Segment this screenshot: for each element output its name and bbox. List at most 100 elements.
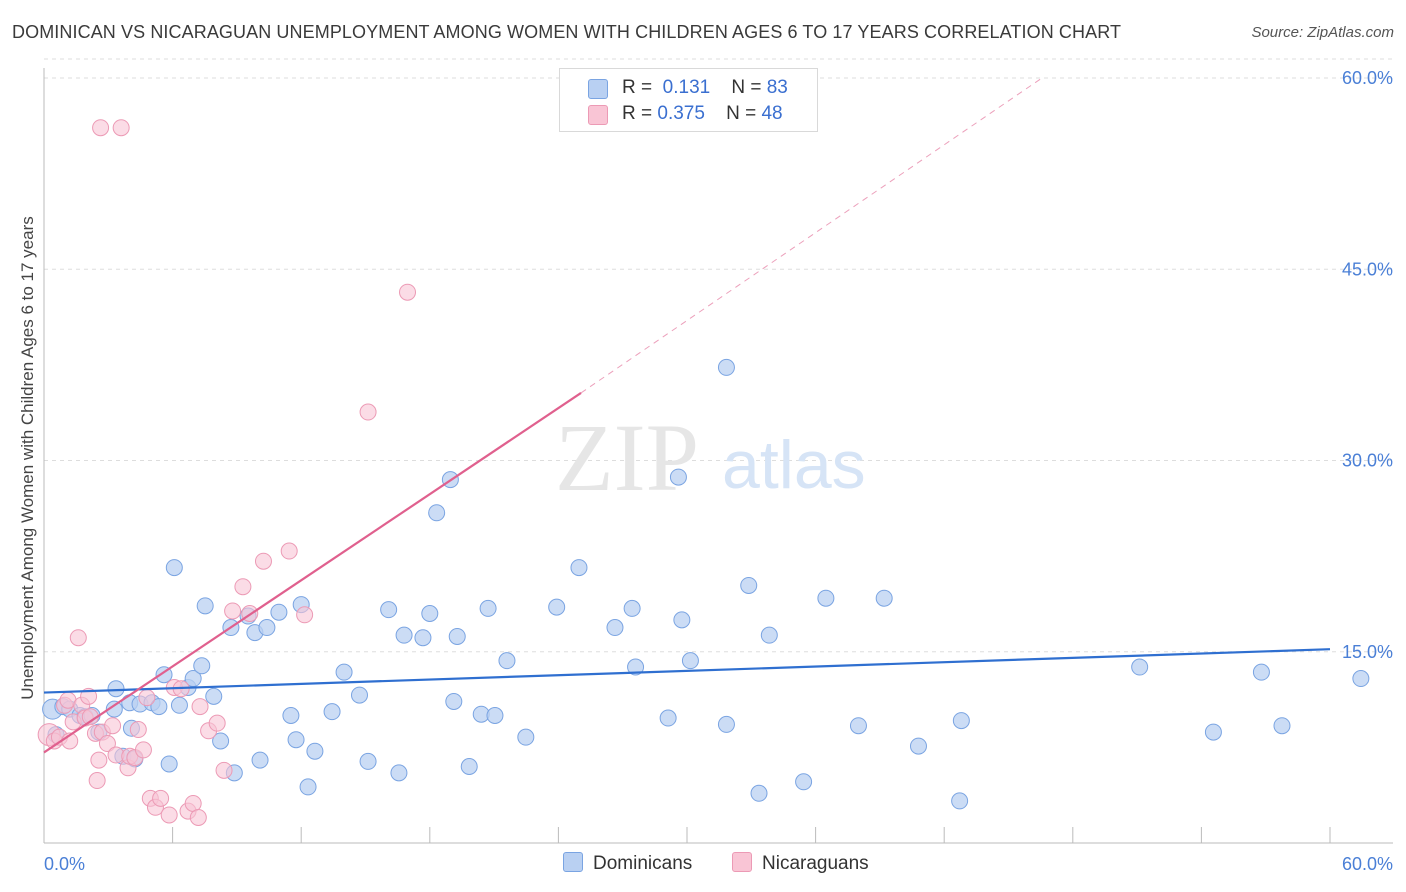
nicaraguans-point — [88, 772, 106, 790]
dominicans-point — [287, 731, 305, 749]
y-tick-label: 60.0% — [1342, 68, 1393, 88]
nicaraguans-point — [92, 119, 110, 137]
dominicans-point — [335, 663, 353, 681]
dominicans-point — [421, 605, 439, 622]
dominicans-point — [486, 707, 504, 724]
dominicans-point — [849, 717, 867, 735]
dominicans-point — [659, 709, 677, 727]
dominicans-point — [150, 698, 168, 716]
bottom-legend-swatch-dominicans — [563, 852, 583, 872]
dominicans-point — [760, 626, 778, 644]
dominicans-trend-line — [43, 648, 1331, 694]
grid — [44, 58, 1393, 653]
dominicans-point — [570, 559, 588, 577]
dominicans-point — [717, 715, 735, 733]
dominicans-point — [212, 732, 230, 750]
nicaraguans-point — [104, 717, 122, 735]
dominicans-point — [270, 603, 288, 621]
dominicans-point — [669, 468, 687, 486]
nicaraguans-point — [191, 698, 209, 716]
dominicans-point — [460, 758, 478, 775]
nicaraguans-trend-extension — [580, 77, 1043, 394]
dominicans-point — [498, 652, 516, 670]
dominicans-point — [258, 619, 276, 637]
bottom-legend-label-dominicans: Dominicans — [593, 853, 693, 874]
dominicans-point — [390, 764, 408, 782]
legend-n-label: N = — [726, 103, 757, 124]
y-tick-label: 30.0% — [1342, 451, 1393, 471]
dominicans-point — [1352, 670, 1370, 688]
legend-r-value: 0.131 — [662, 77, 711, 98]
legend: R = 0.131 N = 83 R = 0.375 N = 48 — [559, 68, 818, 132]
dominicans-point — [673, 611, 691, 629]
chart-title: DOMINICAN VS NICARAGUAN UNEMPLOYMENT AMO… — [12, 22, 1122, 42]
nicaraguans-point — [112, 119, 130, 137]
dominicans-point — [795, 773, 813, 791]
dominicans-point — [160, 755, 178, 773]
bottom-legend-dominicans: Dominicans — [563, 852, 692, 875]
source-note: Source: ZipAtlas.com — [1251, 24, 1394, 41]
legend-swatch-dominicans — [588, 79, 608, 99]
nicaraguans-point — [98, 735, 116, 753]
dominicans-point — [750, 784, 768, 802]
dominicans-point — [205, 687, 223, 705]
watermark: ZIP atlas — [555, 404, 866, 511]
nicaraguans-point — [189, 809, 207, 826]
legend-n-label: N = — [731, 77, 762, 98]
dominicans-point — [359, 752, 377, 770]
dominicans-point — [193, 657, 211, 675]
dominicans-point — [282, 707, 300, 724]
dominicans-point — [548, 598, 566, 616]
bottom-legend-swatch-nicaraguans — [732, 852, 752, 872]
y-tick-label: 15.0% — [1342, 642, 1393, 662]
dominicans-point — [623, 599, 641, 617]
dominicans-point — [817, 589, 835, 607]
dominicans-point — [350, 686, 368, 704]
bottom-legend-nicaraguans: Nicaraguans — [732, 852, 869, 875]
nicaraguans-point — [90, 751, 108, 769]
dominicans-point — [875, 589, 893, 607]
legend-n-value: 48 — [761, 103, 783, 124]
dominicans-point — [1204, 723, 1222, 741]
legend-r-label: R = — [622, 103, 653, 124]
dominicans-point — [395, 626, 413, 644]
dominicans-point — [251, 751, 269, 769]
dominicans-point — [517, 728, 535, 746]
nicaraguans-trend-line — [43, 392, 582, 754]
tick-labels: 15.0% 30.0% 45.0% 60.0% 0.0% 60.0% — [44, 68, 1393, 874]
dominicans-point — [105, 700, 123, 718]
bottom-legend-label-nicaraguans: Nicaraguans — [762, 853, 869, 874]
dominicans-point — [479, 599, 497, 617]
dominicans-point — [1273, 717, 1291, 735]
nicaraguans-point — [359, 403, 377, 421]
dominicans-point — [196, 597, 214, 615]
nicaraguans-point — [208, 714, 226, 732]
dominicans-point — [323, 703, 341, 721]
nicaraguans-point — [69, 629, 87, 647]
legend-r-value: 0.375 — [657, 103, 705, 124]
dominicans-point — [909, 737, 927, 755]
axes — [43, 68, 1393, 844]
nicaraguans-point — [80, 687, 98, 705]
dominicans-point — [717, 358, 735, 376]
dominicans-point — [299, 778, 317, 796]
y-tick-label: 45.0% — [1342, 259, 1393, 279]
dominicans-point — [380, 601, 398, 619]
dominicans-point — [740, 576, 758, 594]
nicaraguans-point — [152, 789, 170, 807]
dominicans-point — [606, 619, 624, 637]
nicaraguans-point — [280, 542, 298, 560]
x-tick-label: 60.0% — [1342, 854, 1393, 874]
nicaraguans-point — [129, 721, 147, 739]
dominicans-point — [952, 712, 970, 730]
dominicans-point — [1252, 663, 1270, 681]
dominicans-point — [306, 742, 324, 760]
dominicans-point — [627, 658, 645, 676]
trend-lines — [43, 77, 1331, 754]
dominicans-point — [414, 629, 432, 647]
dominicans-point — [170, 696, 188, 714]
legend-n-value: 83 — [766, 77, 788, 98]
nicaraguans-point — [134, 741, 152, 759]
nicaraguans-point — [399, 283, 417, 301]
